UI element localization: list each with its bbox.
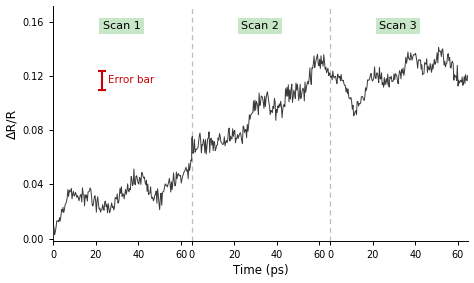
Text: Error bar: Error bar (108, 75, 154, 85)
X-axis label: Time (ps): Time (ps) (233, 264, 289, 277)
Y-axis label: ΔR/R: ΔR/R (6, 108, 18, 138)
Text: Scan 3: Scan 3 (379, 21, 417, 31)
Text: Scan 1: Scan 1 (102, 21, 140, 31)
Text: Scan 2: Scan 2 (241, 21, 279, 31)
